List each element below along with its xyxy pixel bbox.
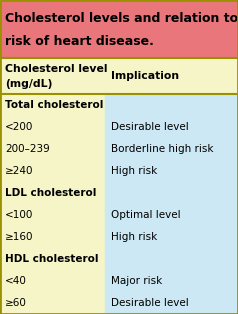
Bar <box>105 226 238 248</box>
Text: 200–239: 200–239 <box>5 144 50 154</box>
Bar <box>0 248 105 270</box>
Text: HDL cholesterol: HDL cholesterol <box>5 254 99 264</box>
Bar <box>0 0 238 58</box>
Bar <box>0 204 105 226</box>
Bar <box>105 182 238 204</box>
Bar <box>0 138 105 160</box>
Text: <40: <40 <box>5 276 27 286</box>
Text: High risk: High risk <box>111 166 157 176</box>
Bar <box>0 58 238 94</box>
Bar <box>0 160 105 182</box>
Text: Borderline high risk: Borderline high risk <box>111 144 213 154</box>
Bar <box>0 116 105 138</box>
Text: LDL cholesterol: LDL cholesterol <box>5 188 96 198</box>
Text: <100: <100 <box>5 210 33 220</box>
Text: ≥160: ≥160 <box>5 232 34 242</box>
Bar <box>0 182 105 204</box>
Bar <box>0 292 105 314</box>
Text: ≥240: ≥240 <box>5 166 34 176</box>
Bar <box>105 116 238 138</box>
Text: Implication: Implication <box>111 71 179 81</box>
Text: (mg/dL): (mg/dL) <box>5 79 52 89</box>
Bar <box>0 226 105 248</box>
Text: Cholesterol levels and relation to: Cholesterol levels and relation to <box>5 12 238 25</box>
Bar <box>0 270 105 292</box>
Text: Cholesterol level: Cholesterol level <box>5 64 108 74</box>
Bar <box>0 94 105 116</box>
Text: Desirable level: Desirable level <box>111 298 188 308</box>
Text: Optimal level: Optimal level <box>111 210 180 220</box>
Text: <200: <200 <box>5 122 33 132</box>
Bar <box>105 160 238 182</box>
Bar <box>105 204 238 226</box>
Text: ≥60: ≥60 <box>5 298 27 308</box>
Bar <box>105 138 238 160</box>
Text: risk of heart disease.: risk of heart disease. <box>5 35 154 48</box>
Text: Total cholesterol: Total cholesterol <box>5 100 103 110</box>
Bar <box>105 292 238 314</box>
Bar <box>105 248 238 270</box>
Bar <box>105 94 238 116</box>
Text: High risk: High risk <box>111 232 157 242</box>
Text: Major risk: Major risk <box>111 276 162 286</box>
Bar <box>105 270 238 292</box>
Text: Desirable level: Desirable level <box>111 122 188 132</box>
